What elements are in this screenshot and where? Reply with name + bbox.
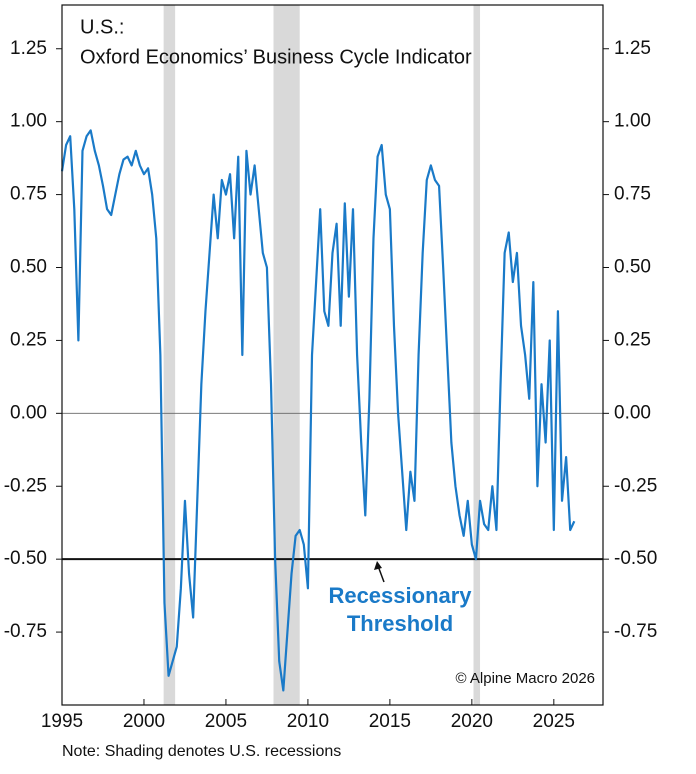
credit: © Alpine Macro 2026 bbox=[456, 670, 595, 687]
y-tick-label: -0.75 bbox=[4, 621, 47, 642]
y2-tick-label: 1.00 bbox=[614, 111, 651, 132]
annotation-arrowhead bbox=[374, 561, 382, 570]
x-tick-label: 2000 bbox=[123, 711, 165, 732]
y2-tick-label: -0.25 bbox=[614, 475, 657, 496]
y2-tick-label: 0.00 bbox=[614, 402, 651, 423]
x-tick-label: 1995 bbox=[41, 711, 83, 732]
recession-shading bbox=[163, 5, 176, 705]
y2-tick-label: 0.50 bbox=[614, 257, 651, 278]
x-tick-label: 2005 bbox=[205, 711, 247, 732]
y2-tick-label: 0.25 bbox=[614, 329, 651, 350]
y2-tick-label: 1.25 bbox=[614, 38, 651, 59]
annotation: Recessionary bbox=[328, 583, 472, 608]
x-tick-label: 2015 bbox=[369, 711, 411, 732]
chart-title: Oxford Economics’ Business Cycle Indicat… bbox=[80, 46, 472, 68]
y-tick-label: 0.50 bbox=[10, 257, 47, 278]
y-tick-label: 0.00 bbox=[10, 402, 47, 423]
y-tick-label: 1.00 bbox=[10, 111, 47, 132]
y2-tick-label: -0.75 bbox=[614, 621, 657, 642]
y-tick-label: -0.50 bbox=[4, 548, 47, 569]
recession-shading bbox=[273, 5, 300, 705]
x-tick-label: 2010 bbox=[287, 711, 329, 732]
y2-tick-label: -0.50 bbox=[614, 548, 657, 569]
annotation: Threshold bbox=[347, 611, 453, 636]
y-tick-label: 0.75 bbox=[10, 184, 47, 205]
y-tick-label: 1.25 bbox=[10, 38, 47, 59]
x-tick-label: 2025 bbox=[533, 711, 575, 732]
plot-frame bbox=[61, 4, 604, 706]
note: Note: Shading denotes U.S. recessions bbox=[62, 743, 341, 760]
x-tick-label: 2020 bbox=[451, 711, 493, 732]
chart-title: U.S.: bbox=[80, 16, 124, 38]
y-tick-label: 0.25 bbox=[10, 329, 47, 350]
recession-shading bbox=[473, 5, 481, 705]
background bbox=[62, 5, 603, 705]
y-tick-label: -0.25 bbox=[4, 475, 47, 496]
y2-tick-label: 0.75 bbox=[614, 184, 651, 205]
indicator-line bbox=[60, 129, 576, 692]
